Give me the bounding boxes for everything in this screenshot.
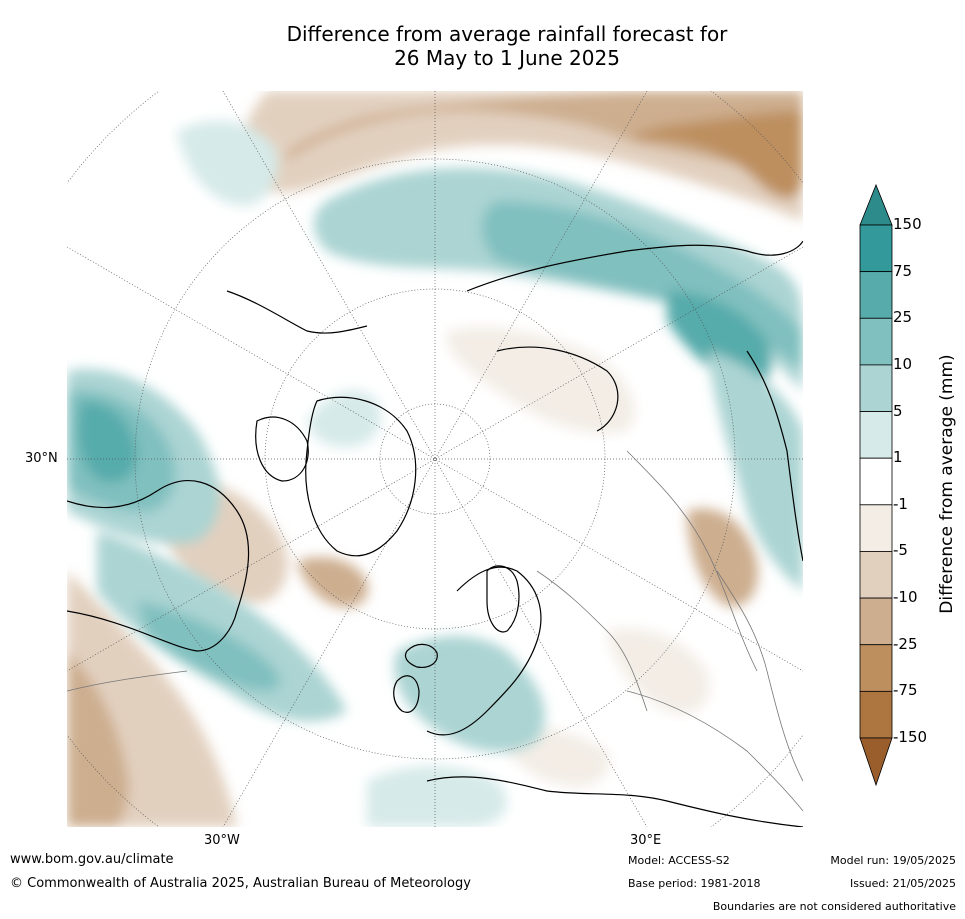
colorbar-segment bbox=[859, 644, 893, 692]
dry-region-central-asia bbox=[687, 508, 758, 607]
colorbar-tick-label: -150 bbox=[893, 728, 928, 746]
colorbar-tick-label: 25 bbox=[893, 308, 913, 327]
dry-anomaly-fields bbox=[67, 91, 803, 827]
dry-region-atlantic-core bbox=[67, 651, 129, 827]
wet-region-arctic bbox=[307, 390, 381, 448]
colorbar-tick-label: 1 bbox=[893, 448, 903, 467]
colorbar-segment bbox=[859, 690, 893, 739]
footer-issued: Issued: 21/05/2025 bbox=[849, 877, 956, 890]
colorbar-tick-label: 150 bbox=[893, 215, 922, 233]
lon-label-30w: 30°W bbox=[204, 833, 240, 848]
wet-region-east-asia bbox=[707, 351, 803, 591]
dry-region-greenland-sea bbox=[297, 557, 368, 608]
colorbar-tick-label: -5 bbox=[893, 541, 908, 560]
colorbar-segment bbox=[859, 411, 893, 459]
scandinavia-coast bbox=[486, 565, 520, 633]
colorbar-segment bbox=[859, 597, 893, 646]
colorbar-segment bbox=[859, 271, 893, 319]
russia-arctic-coast bbox=[496, 346, 619, 432]
dry-region-europe-east bbox=[607, 628, 710, 714]
lat-label-30n: 30°N bbox=[25, 451, 58, 466]
colorbar-title: Difference from average (mm) bbox=[937, 354, 957, 614]
graticule bbox=[67, 91, 803, 827]
colorbar-segment bbox=[859, 317, 893, 366]
siberia-coast bbox=[466, 240, 803, 292]
europe-coast bbox=[426, 566, 542, 736]
canadian-archipelago-coast bbox=[255, 416, 309, 482]
title-line-1: Difference from average rainfall forecas… bbox=[286, 22, 728, 46]
dry-region-north-pacific-core bbox=[285, 91, 803, 180]
colorbar-tick-label: 75 bbox=[893, 261, 913, 280]
rainfall-anomaly-map bbox=[67, 91, 803, 827]
footer-model: Model: ACCESS-S2 bbox=[628, 854, 730, 867]
boundary-russia-south bbox=[626, 450, 758, 672]
wet-region-bering bbox=[667, 291, 771, 387]
country-boundaries bbox=[67, 450, 803, 812]
lon-label-30e: 30°E bbox=[630, 833, 662, 848]
coastlines bbox=[67, 240, 803, 827]
colorbar-segment bbox=[859, 364, 893, 412]
colorbar-extend-bottom bbox=[859, 737, 893, 787]
chart-title: Difference from average rainfall forecas… bbox=[0, 22, 965, 70]
colorbar-tick-label: 5 bbox=[893, 401, 903, 420]
colorbar-tick-label: -25 bbox=[893, 634, 918, 653]
boundary-canada-usa bbox=[67, 670, 188, 692]
colorbar-tick-label: -10 bbox=[893, 588, 918, 607]
boundary-china bbox=[716, 570, 803, 782]
colorbar-segment bbox=[859, 504, 893, 552]
colorbar-tick-label: 10 bbox=[893, 354, 913, 373]
colorbar-segment bbox=[859, 224, 893, 273]
dry-region-siberia bbox=[446, 327, 635, 434]
colorbar bbox=[859, 183, 893, 787]
dry-region-pacific-deep bbox=[633, 111, 803, 199]
footer-model-run: Model run: 19/05/2025 bbox=[830, 854, 956, 867]
boundary-central-asia bbox=[626, 690, 803, 812]
footer-base-period: Base period: 1981-2018 bbox=[628, 877, 761, 890]
footer-url: www.bom.gov.au/climate bbox=[10, 852, 174, 867]
mediterranean-coast bbox=[426, 776, 803, 827]
greenland-coast bbox=[305, 396, 417, 557]
alaska-coast bbox=[226, 290, 368, 334]
title-line-2: 26 May to 1 June 2025 bbox=[394, 46, 620, 70]
footer-disclaimer: Boundaries are not considered authoritat… bbox=[712, 900, 956, 913]
north-america-coast bbox=[67, 480, 250, 652]
iceland-coast bbox=[404, 643, 438, 668]
wet-region-north-atlantic-core bbox=[78, 401, 137, 483]
wet-region-pacific-arc-core bbox=[482, 201, 803, 371]
colorbar-segment bbox=[859, 457, 893, 506]
boundary-russia-west bbox=[536, 570, 648, 712]
colorbar-tick-label: -75 bbox=[893, 681, 918, 700]
wet-region-atlantic-band-core bbox=[137, 601, 280, 691]
footer-copyright: © Commonwealth of Australia 2025, Austra… bbox=[10, 876, 471, 891]
colorbar-tick-label: -1 bbox=[893, 494, 908, 513]
colorbar-extend-top bbox=[859, 183, 893, 226]
colorbar-segment bbox=[859, 551, 893, 599]
wet-region-alaska bbox=[177, 120, 278, 206]
wet-region-mediterranean bbox=[367, 766, 507, 827]
british-isles-coast bbox=[393, 675, 420, 713]
east-asia-coast bbox=[746, 350, 803, 562]
wet-region-pacific-arc bbox=[313, 167, 803, 391]
